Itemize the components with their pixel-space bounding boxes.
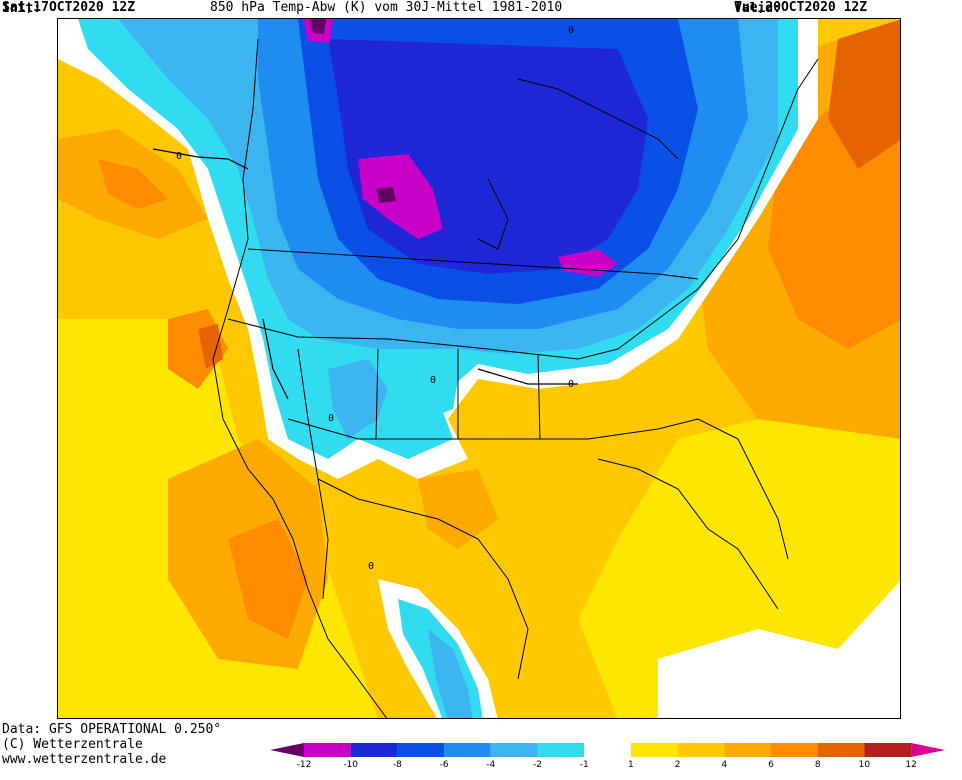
colorbar-tick-label: 6 bbox=[768, 760, 774, 770]
valid-value: Tue,20OCT2020 12Z bbox=[734, 0, 868, 15]
colorbar-tick-label: 1 bbox=[628, 760, 634, 770]
colorbar-tick-label: 2 bbox=[674, 760, 681, 770]
contour-label: 0 bbox=[568, 25, 574, 36]
colorbar-segment bbox=[864, 743, 912, 757]
valid-time: Valid: Tue,20OCT2020 12Z bbox=[734, 0, 868, 16]
colorbar-segment bbox=[350, 743, 398, 757]
colorbar-tick-label: 4 bbox=[721, 760, 728, 770]
field-description: 850 hPa Temp-Abw (K) vom 30J-Mittel 1981… bbox=[210, 0, 563, 15]
colorbar-legend: -12 -10 -8 -6 -4 -2 -1 1 2 4 6 8 10 12 bbox=[254, 741, 956, 777]
colorbar-tick-label: -2 bbox=[533, 760, 542, 770]
colorbar-segment bbox=[397, 743, 445, 757]
colorbar-tick-label: -10 bbox=[343, 760, 359, 770]
map-header: Init: Sat,17OCT2020 12Z 850 hPa Temp-Abw… bbox=[0, 0, 962, 18]
contour-label: 0 bbox=[368, 561, 374, 572]
contour-label: 0 bbox=[176, 151, 182, 162]
copyright: (C) Wetterzentrale bbox=[2, 737, 143, 752]
contour-label: 0 bbox=[328, 413, 334, 424]
map-footer: Data: GFS OPERATIONAL 0.250° (C) Wetterz… bbox=[2, 722, 221, 767]
colorbar-high-end bbox=[911, 743, 946, 757]
colorbar-segment bbox=[630, 743, 678, 757]
colorbar-segment bbox=[817, 743, 865, 757]
map-canvas: 0 0 0 0 0 0 bbox=[58, 19, 900, 718]
colorbar-segment bbox=[677, 743, 725, 757]
colorbar-tick-label: -12 bbox=[296, 760, 312, 770]
colorbar-tick-label: -1 bbox=[579, 760, 589, 770]
colorbar-tick-label: 12 bbox=[905, 760, 917, 770]
colorbar-segment bbox=[444, 743, 491, 757]
colorbar-segment bbox=[584, 743, 631, 757]
colorbar-segment bbox=[537, 743, 585, 757]
colorbar-tick-label: -6 bbox=[439, 760, 449, 770]
website: www.wetterzentrale.de bbox=[2, 752, 167, 767]
colorbar-low-end bbox=[270, 743, 304, 757]
init-value: Sat,17OCT2020 12Z bbox=[2, 0, 136, 15]
contour-label: 0 bbox=[568, 379, 574, 390]
init-label: Init: bbox=[2, 1, 42, 16]
colorbar-tick-label: -4 bbox=[486, 760, 496, 770]
contour-label: 0 bbox=[430, 375, 436, 386]
colorbar-tick-label: 10 bbox=[858, 760, 871, 770]
colorbar-tick-label: -8 bbox=[392, 760, 402, 770]
colorbar-segment bbox=[771, 743, 818, 757]
valid-label: Valid: bbox=[734, 1, 781, 16]
init-time: Init: Sat,17OCT2020 12Z bbox=[2, 0, 136, 16]
temperature-anomaly-map: 0 0 0 0 0 0 bbox=[57, 18, 901, 719]
colorbar-tick-label: 8 bbox=[814, 760, 821, 770]
colorbar-segment bbox=[490, 743, 538, 757]
colorbar-segment bbox=[304, 743, 351, 757]
colorbar-segment bbox=[724, 743, 771, 757]
data-source: Data: GFS OPERATIONAL 0.250° bbox=[2, 722, 222, 737]
colorbar-scale bbox=[270, 743, 946, 757]
